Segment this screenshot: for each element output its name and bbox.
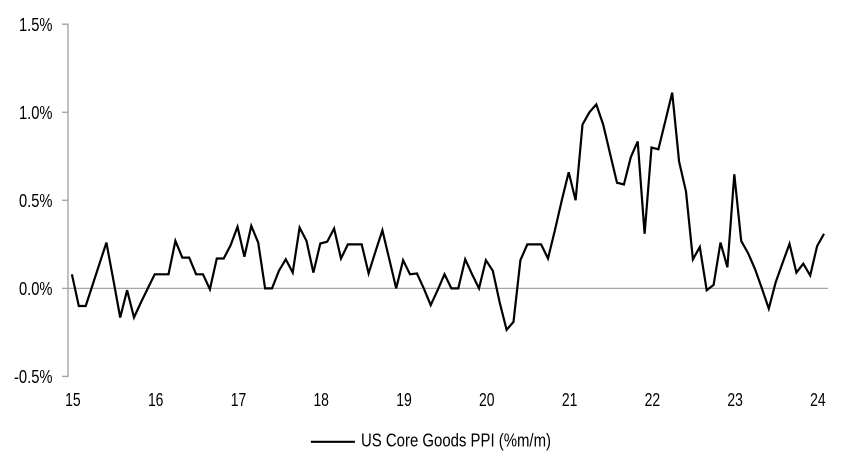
svg-text:21: 21 — [562, 390, 578, 410]
svg-text:22: 22 — [645, 390, 661, 410]
svg-text:15: 15 — [65, 390, 81, 410]
svg-text:24: 24 — [810, 390, 826, 410]
svg-text:US Core Goods PPI (%m/m): US Core Goods PPI (%m/m) — [361, 430, 551, 450]
svg-text:-0.5%: -0.5% — [14, 367, 53, 387]
svg-text:19: 19 — [396, 390, 412, 410]
svg-text:20: 20 — [479, 390, 495, 410]
svg-text:1.0%: 1.0% — [19, 103, 53, 123]
svg-text:23: 23 — [727, 390, 743, 410]
svg-text:0.5%: 0.5% — [19, 191, 53, 211]
svg-text:1.5%: 1.5% — [19, 15, 53, 35]
svg-text:17: 17 — [231, 390, 247, 410]
svg-text:0.0%: 0.0% — [19, 279, 53, 299]
svg-text:16: 16 — [148, 390, 164, 410]
svg-text:18: 18 — [313, 390, 329, 410]
